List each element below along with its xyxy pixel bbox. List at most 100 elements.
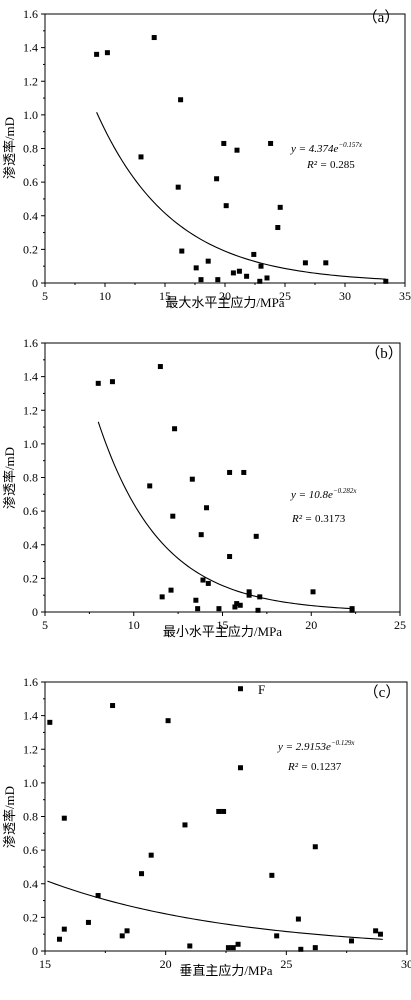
y-tick-label: 0.6 (23, 175, 38, 189)
data-point (269, 872, 275, 878)
y-tick-label: 1.6 (23, 336, 38, 350)
data-point (151, 35, 157, 41)
data-point (139, 871, 145, 877)
fit-equation-main: y = 10.8e (290, 489, 333, 501)
data-point (246, 592, 252, 598)
y-tick-label: 0.6 (23, 504, 38, 518)
panel-label: （a） (363, 9, 400, 26)
data-point (165, 718, 171, 724)
r-squared-value: 0.3173 (315, 513, 346, 525)
data-point (235, 941, 241, 947)
fit-curve (47, 880, 383, 940)
data-point (268, 140, 274, 146)
data-point (182, 822, 188, 828)
y-tick-label: 1.4 (23, 370, 38, 384)
data-point (221, 140, 227, 146)
data-point (95, 380, 101, 386)
y-tick-label: 1.2 (23, 74, 38, 88)
data-point (216, 606, 222, 612)
data-point (47, 719, 53, 725)
fit-equation-main: y = 2.9153e (277, 741, 331, 753)
data-point (109, 379, 115, 385)
data-point (198, 277, 204, 283)
data-point (104, 50, 110, 56)
r-squared-value: 0.285 (330, 159, 355, 171)
y-tick-label: 0.2 (23, 571, 38, 585)
data-point (215, 277, 221, 283)
data-point (302, 260, 308, 266)
data-point (230, 270, 236, 276)
data-point (237, 686, 243, 692)
data-point (195, 606, 201, 612)
data-point (227, 469, 233, 475)
panel-3: 15 20 25 30 0 0.2 0.4 0.6 0.8 1.0 1.2 1.4 1.6 垂直主应力/M… (2, 675, 411, 978)
x-tick-label: 20 (305, 618, 317, 632)
x-tick-label: 30 (401, 957, 411, 971)
data-point (251, 251, 257, 257)
marker-label: F (258, 682, 265, 697)
fit-equation: y = 2.9153e−0.129x (277, 739, 355, 753)
x-tick-label: 35 (399, 289, 411, 303)
data-point (237, 765, 243, 771)
x-tick-label: 5 (42, 618, 48, 632)
data-point (255, 607, 261, 613)
data-point (258, 263, 264, 269)
y-tick-label: 1.4 (23, 709, 38, 723)
fit-equation-exponent: −0.157x (338, 141, 362, 149)
data-point (323, 260, 329, 266)
data-point (348, 938, 354, 944)
data-point (257, 594, 263, 600)
y-tick-label: 0.4 (23, 209, 38, 223)
data-point (373, 928, 379, 934)
data-point (236, 268, 242, 274)
y-tick-label: 0.4 (23, 538, 38, 552)
panel-label: （c） (364, 684, 401, 701)
y-tick-label: 1.2 (23, 403, 38, 417)
data-point (225, 945, 231, 951)
data-point (168, 587, 174, 593)
data-point (274, 933, 280, 939)
y-tick-label: 0.8 (23, 471, 38, 485)
panel-1: 5 10 15 20 25 30 35 0 0.2 0.4 0.6 0.8 1.0 1.2 1.4 1.6 最大… (2, 7, 411, 310)
data-point (61, 926, 67, 932)
data-point (56, 936, 62, 942)
y-tick-label: 1.0 (23, 776, 38, 790)
data-point (312, 945, 318, 951)
data-point (61, 815, 67, 821)
fit-equation: y = 4.374e−0.157x (290, 141, 363, 155)
fit-curve (96, 112, 386, 280)
data-point (119, 933, 125, 939)
data-point (277, 204, 283, 210)
y-tick-label: 0 (32, 605, 38, 619)
data-point (187, 943, 193, 949)
data-point (227, 554, 233, 560)
x-tick-label: 20 (160, 957, 172, 971)
data-point (383, 278, 389, 284)
data-point (95, 893, 101, 899)
data-point (257, 278, 263, 284)
fit-equation-main: y = 4.374e (290, 143, 339, 155)
data-point (216, 808, 222, 814)
data-point (349, 607, 355, 613)
plot-frame (44, 681, 408, 952)
x-tick-label: 5 (42, 289, 48, 303)
data-point (230, 945, 236, 951)
data-point (312, 844, 318, 850)
fit-equation-exponent: −0.282x (333, 487, 357, 495)
y-tick-label: 0.8 (23, 142, 38, 156)
data-point (244, 273, 250, 279)
data-point (147, 483, 153, 489)
fit-r-squared: R² = 0.3173 (291, 513, 346, 525)
x-tick-label: 15 (159, 289, 171, 303)
fit-r-squared: R² = 0.285 (306, 159, 355, 171)
panel-2: 5 10 15 20 25 0 0.2 0.4 0.6 0.8 1.0 1.2 1.4 1.6 最小水平主应… (2, 336, 406, 639)
r-squared-label: R² = (306, 159, 330, 171)
x-tick-label: 30 (339, 289, 351, 303)
y-tick-label: 0.8 (23, 810, 38, 824)
x-tick-label: 20 (219, 289, 231, 303)
data-point (241, 469, 247, 475)
data-point (205, 258, 211, 264)
data-point (295, 916, 301, 922)
y-axis-label: 渗透率/mD (2, 447, 17, 509)
